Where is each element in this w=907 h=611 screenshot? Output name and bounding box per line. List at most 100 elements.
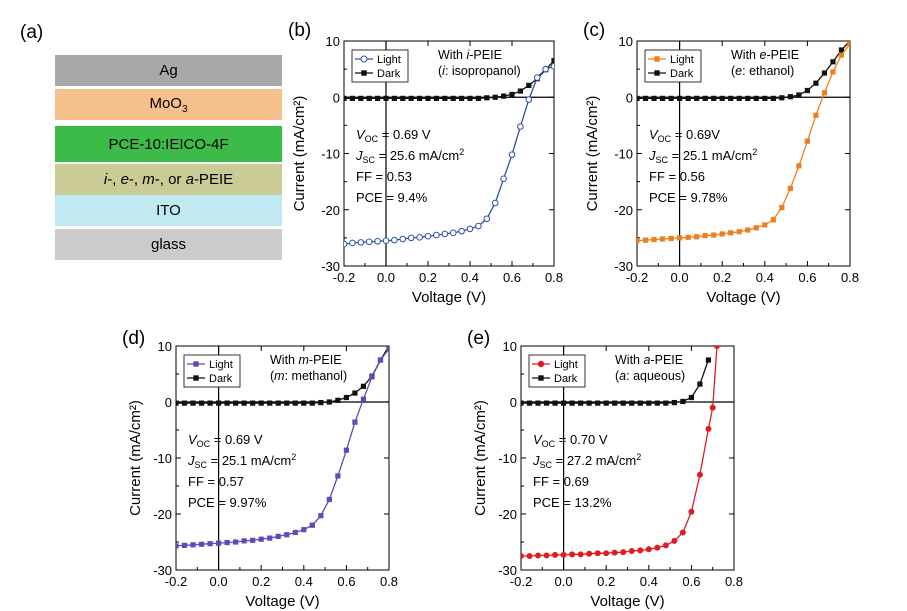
- chart-d-x-tick-label: 0.2: [252, 574, 270, 589]
- chart-b-light-point: [550, 63, 554, 70]
- chart-e-light-point: [577, 551, 584, 558]
- layer-ito: ITO: [55, 195, 282, 226]
- chart-e-dark-point: [552, 400, 558, 406]
- chart-d-light-point: [176, 543, 179, 549]
- chart-d-dark-point: [284, 400, 290, 406]
- chart-b-light-point: [433, 231, 440, 239]
- chart-b-x-tick-label: 0.2: [419, 270, 437, 285]
- chart-b-dark-point: [517, 88, 523, 94]
- chart-c-light-point: [677, 235, 683, 241]
- chart-c-dark-point: [770, 95, 776, 101]
- layer-moo3-label: MoO3: [149, 94, 188, 115]
- chart-b-x-tick-label: 0.4: [461, 270, 479, 285]
- chart-b-light-point: [399, 235, 407, 243]
- chart-b-light-point: [424, 232, 432, 240]
- chart-d-light-point: [309, 522, 315, 528]
- chart-e-light-point: [569, 551, 576, 558]
- chart-c-dark-point: [685, 95, 691, 101]
- chart-d-dark-point: [224, 400, 230, 406]
- chart-c-param-pce: PCE = 9.78%: [649, 190, 728, 205]
- chart-c-light-point: [762, 222, 768, 228]
- chart-b-light-point: [500, 175, 507, 183]
- chart-b-light-point: [508, 151, 516, 158]
- chart-e-dark-point: [688, 394, 694, 401]
- chart-d-light-point: [233, 539, 239, 545]
- chart-d-light-point: [352, 419, 358, 425]
- chart-c-legend-box: [644, 49, 702, 83]
- chart-c-dark-point: [830, 59, 836, 65]
- layer-active: PCE-10:IEICO-4F: [55, 126, 282, 162]
- chart-b-light-point: [466, 225, 474, 233]
- chart-b-light-point: [542, 65, 549, 73]
- chart-d-legend-marker: [193, 361, 199, 367]
- chart-b-dark-point: [375, 95, 381, 101]
- chart-b-legend-box: [351, 49, 409, 83]
- chart-e-dark-point: [646, 400, 652, 406]
- chart-d-annotation-title: With m-PEIE: [270, 353, 342, 367]
- chart-b-dark-point: [425, 95, 431, 101]
- chart-e-light-point: [696, 471, 703, 478]
- chart-c-light-point: [711, 232, 717, 238]
- chart-c-dark-point: [668, 95, 674, 101]
- chart-d-dark-point: [181, 400, 188, 406]
- chart-b-legend-label: Dark: [377, 68, 401, 80]
- chart-d-light-point: [335, 473, 341, 479]
- chart-d-param-jsc: JSC = 25.1 mA/cm2: [187, 452, 296, 470]
- chart-d-param-voc: VOC = 0.69 V: [188, 432, 263, 449]
- chart-b-light-point: [475, 222, 482, 230]
- chart-e-dark-point: [569, 400, 575, 406]
- chart-d-light-point: [301, 527, 307, 533]
- chart-b-light-point: [416, 234, 423, 241]
- chart-c-dark-point: [642, 95, 649, 101]
- chart-c-param-ff: FF = 0.56: [649, 169, 705, 184]
- chart-b-dark-point: [349, 95, 355, 101]
- chart-d-dark-point: [335, 397, 341, 403]
- chart-e-dark-point: [543, 400, 550, 406]
- chart-c-light-point: [821, 90, 828, 96]
- chart-c-light-point: [847, 41, 850, 47]
- chart-d-light-point: [275, 533, 281, 539]
- chart-e-light-point: [688, 508, 695, 515]
- chart-c-legend-marker: [654, 70, 660, 76]
- chart-b-light-point: [407, 234, 415, 242]
- chart-e-y-tick-label: -20: [498, 507, 517, 522]
- chart-e-dark-point: [705, 357, 712, 363]
- chart-b-dark-point: [433, 95, 439, 101]
- chart-c-dark-point: [651, 95, 657, 101]
- layer-ito-label: ITO: [156, 202, 181, 219]
- chart-e-light-point: [645, 546, 652, 553]
- chart-b-data-layer: [344, 58, 554, 248]
- chart-c-data-layer: [637, 41, 850, 244]
- chart-d-y-tick-label: 0: [165, 395, 172, 410]
- chart-e-annotation-solvent: (a: aqueous): [615, 369, 685, 383]
- chart-e-x-tick-label: 0.8: [725, 574, 743, 589]
- chart-b-light-point: [344, 240, 348, 248]
- chart-d-x-axis-label: Voltage (V): [245, 593, 319, 610]
- jv-chart-d: (d) -0.2 0.0 0.2 0.4 0.6 0.8 -30 -20 -10 0 10 Voltag…: [122, 328, 398, 610]
- chart-b-dark-point: [551, 58, 554, 64]
- chart-e-light-point: [662, 542, 669, 549]
- chart-c-dark-point: [813, 80, 819, 86]
- chart-c-light-point: [796, 163, 802, 169]
- chart-e-x-axis-label: Voltage (V): [590, 593, 664, 610]
- chart-e-x-tick-label: 0.2: [597, 574, 615, 589]
- chart-d-dark-point: [326, 399, 332, 405]
- chart-d-annotation-solvent: (m: methanol): [270, 369, 347, 383]
- chart-d-dark-point: [275, 400, 281, 406]
- chart-c-dark-point: [779, 95, 785, 101]
- chart-e-dark-point: [637, 400, 643, 406]
- chart-e-x-tick-label: 0.0: [555, 574, 573, 589]
- chart-b-x-tick-label: 0.0: [377, 270, 395, 285]
- chart-d-dark-point: [352, 390, 358, 396]
- chart-b-x-tick-label: 0.6: [503, 270, 521, 285]
- chart-c-light-point: [728, 230, 734, 236]
- chart-d-legend-label: Light: [209, 359, 233, 371]
- chart-e-light-point: [603, 550, 610, 557]
- chart-e-legend-box: [528, 354, 586, 388]
- chart-b-light-point: [374, 237, 381, 245]
- chart-e-y-tick-label: -10: [498, 451, 517, 466]
- chart-c-light-point: [702, 233, 708, 239]
- chart-e-dark-point: [671, 399, 677, 406]
- chart-e-light-point: [560, 551, 567, 558]
